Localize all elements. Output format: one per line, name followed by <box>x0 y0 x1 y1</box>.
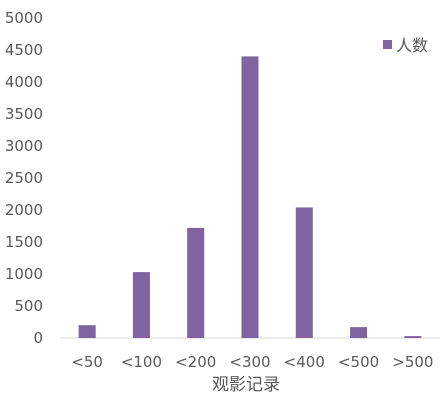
y-tick-label: 5000 <box>5 9 43 27</box>
y-tick-label: 3000 <box>5 137 43 155</box>
x-tick-label: <200 <box>175 353 216 371</box>
legend-swatch <box>383 40 392 49</box>
y-tick-label: 2000 <box>5 201 43 219</box>
bars-group <box>78 56 422 339</box>
bar <box>241 56 259 339</box>
legend-label: 人数 <box>396 36 428 55</box>
y-tick-label: 1500 <box>5 233 43 251</box>
x-tick-label: <100 <box>121 353 162 371</box>
y-tick-label: 1000 <box>5 265 43 283</box>
y-tick-label: 500 <box>14 297 43 315</box>
x-axis-ticks: <50 <100 <200 <300 <400 <500 >500 <box>71 353 433 371</box>
y-tick-label: 4500 <box>5 41 43 59</box>
x-axis-title: 观影记录 <box>212 375 280 395</box>
bar <box>78 325 96 338</box>
bar <box>350 327 368 338</box>
x-tick-label: <50 <box>71 353 103 371</box>
x-tick-label: <400 <box>284 353 325 371</box>
x-tick-label: >500 <box>392 353 433 371</box>
y-tick-label: 2500 <box>5 169 43 187</box>
x-tick-label: <300 <box>229 353 270 371</box>
bar <box>295 207 313 338</box>
x-tick-label: <500 <box>338 353 379 371</box>
y-tick-label: 3500 <box>5 105 43 123</box>
y-tick-label: 4000 <box>5 73 43 91</box>
legend: 人数 <box>383 36 428 55</box>
bar <box>187 227 205 338</box>
bar <box>132 272 150 338</box>
bar <box>404 336 422 338</box>
y-axis-ticks: 0 500 1000 1500 2000 2500 3000 3500 4000 4500 5000 <box>5 9 43 347</box>
y-tick-label: 0 <box>33 329 43 347</box>
